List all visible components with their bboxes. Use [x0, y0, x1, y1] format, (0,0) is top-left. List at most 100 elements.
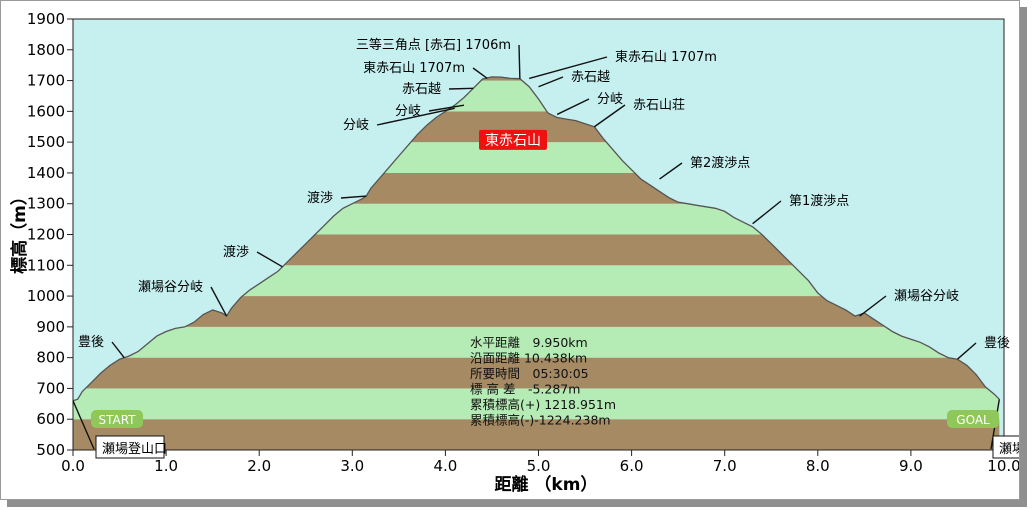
- annotation-leader: [529, 56, 608, 80]
- annotation: 瀬場登山口: [72, 400, 167, 459]
- annotation-label: 赤石山荘: [633, 98, 685, 113]
- y-tick-label: 1900: [27, 10, 65, 28]
- elevation-band: [73, 357, 1000, 389]
- summary-line: 標 高 差 -5.287m: [470, 382, 580, 397]
- annotation-label: 東赤石山 1707m: [363, 60, 465, 76]
- axes: 500 600 700 800 900 1000 1100 1200 1300 1400 1500 1…: [27, 10, 1021, 475]
- y-tick-label: 1300: [27, 195, 65, 213]
- annotation-label: 東赤石山 1707m: [615, 49, 717, 65]
- annotation: 分岐: [395, 104, 465, 119]
- y-axis-title: 標高（m）: [9, 188, 30, 274]
- summary-line: 沿面距離 10.438km: [470, 351, 587, 366]
- x-tick-label: 3.0: [340, 457, 364, 475]
- annotation-leader: [72, 400, 95, 450]
- x-tick-label: 8.0: [806, 457, 830, 475]
- annotation-leader: [256, 251, 283, 268]
- start-badge-bg: [91, 409, 143, 428]
- annotation-label: 第1渡渉点: [789, 193, 849, 209]
- summary-line: 所要時間 05:30:05: [470, 366, 589, 381]
- annotation-leader: [448, 87, 474, 90]
- annotation: 豊後: [956, 336, 1010, 360]
- annotation-leader: [472, 67, 488, 79]
- x-tick-label: 7.0: [713, 457, 737, 475]
- annotation: 赤石山荘: [593, 98, 685, 128]
- annotation-leader: [859, 295, 887, 317]
- annotation: 赤石越: [402, 82, 474, 97]
- annotation: 渡渉: [307, 190, 367, 206]
- annotation-leader: [210, 286, 228, 317]
- annotation-leader: [752, 200, 782, 225]
- annotation-leader: [556, 98, 590, 116]
- annotation-leader: [593, 104, 626, 128]
- elevation-band: [73, 388, 1000, 420]
- annotation-label: 瀬場登山口: [102, 442, 167, 457]
- annotation-leader: [111, 341, 125, 359]
- start-badge: START: [91, 409, 143, 428]
- annotation-label: 渡渉: [307, 190, 333, 206]
- goal-badge: GOAL: [947, 409, 999, 428]
- annotation-label: 赤石越: [571, 70, 610, 85]
- summary-line: 累積標高(+) 1218.951m: [470, 397, 616, 412]
- annotation-leader: [956, 342, 977, 360]
- y-tick-label: 1200: [27, 226, 65, 244]
- x-tick-label: 10.0: [987, 457, 1019, 475]
- annotation-label: 渡渉: [223, 244, 249, 260]
- y-tick-label: 1400: [27, 164, 65, 182]
- annotation: 赤石越: [538, 70, 610, 88]
- y-tick-label: 1100: [27, 256, 65, 274]
- annotation-leader: [659, 162, 683, 180]
- annotation-label: 三等三角点 [赤石] 1706m: [356, 37, 511, 53]
- y-tick-label: 900: [36, 318, 65, 336]
- goal-badge-bg: [947, 409, 999, 428]
- annotation: 東赤石山 1707m: [363, 60, 488, 79]
- annotation-label: 分岐: [343, 118, 369, 133]
- annotation-leader: [376, 107, 455, 126]
- annotation-leader: [538, 76, 564, 88]
- annotation: 瀬場谷分岐: [138, 280, 228, 317]
- y-tick-label: 1000: [27, 287, 65, 305]
- summary-line: 水平距離 9.950km: [470, 335, 588, 350]
- annotation: 第1渡渉点: [752, 193, 849, 225]
- elevation-band: [73, 326, 1000, 358]
- x-tick-label: 1.0: [154, 457, 178, 475]
- annotation: 三等三角点 [赤石] 1706m: [356, 37, 521, 79]
- x-tick-label: 2.0: [247, 457, 271, 475]
- y-tick-label: 1500: [27, 133, 65, 151]
- elevation-profile-chart: 500 600 700 800 900 1000 1100 1200 1300 1400 1500 1…: [9, 10, 1033, 495]
- goal-badge-label: GOAL: [956, 413, 990, 427]
- y-tick-label: 1700: [27, 72, 65, 90]
- x-tick-label: 4.0: [433, 457, 457, 475]
- annotation-leader: [428, 104, 465, 112]
- annotation: 分岐: [343, 107, 455, 133]
- annotation: 分岐: [556, 92, 623, 116]
- x-tick-label: 5.0: [527, 457, 551, 475]
- y-tick-label: 700: [36, 379, 65, 397]
- y-tick-label: 1800: [27, 41, 65, 59]
- elevation-band: [73, 419, 1000, 450]
- annotation-label: 赤石越: [402, 82, 441, 97]
- annotation-label: 瀬場谷分岐: [894, 289, 959, 304]
- annotation: 第2渡渉点: [659, 155, 750, 180]
- peak-badge-bg: [479, 129, 547, 150]
- annotation-label: 瀬場登山口: [999, 442, 1019, 457]
- peak-badge-label: 東赤石山: [485, 133, 541, 149]
- summary-line: 累積標高(-)-1224.238m: [470, 413, 611, 428]
- annotation-label: 豊後: [78, 335, 104, 350]
- annotation-label: 分岐: [597, 92, 623, 107]
- annotation-label: 瀬場谷分岐: [138, 280, 203, 295]
- annotation: 豊後: [78, 335, 125, 359]
- start-badge-label: START: [98, 413, 136, 427]
- x-tick-label: 0.0: [61, 457, 85, 475]
- annotation-box: [95, 435, 165, 459]
- annotation-label: 豊後: [984, 336, 1010, 351]
- y-tick-label: 600: [36, 410, 65, 428]
- annotation-leader: [518, 44, 521, 79]
- annotation: 東赤石山 1707m: [529, 49, 717, 80]
- x-tick-label: 9.0: [899, 457, 923, 475]
- y-tick-label: 500: [36, 441, 65, 459]
- annotation: 瀬場谷分岐: [859, 289, 959, 317]
- annotation: 渡渉: [223, 244, 283, 268]
